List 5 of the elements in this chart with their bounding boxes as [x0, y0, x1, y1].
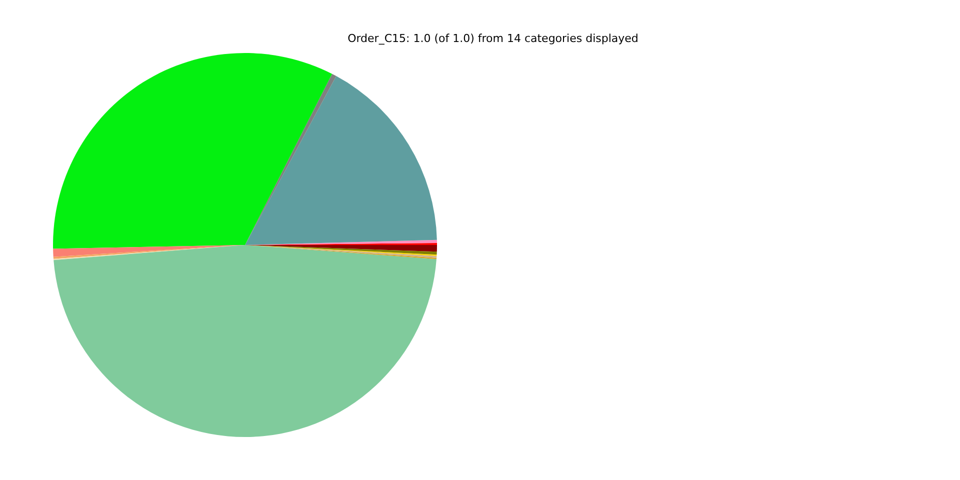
- pie-slice: [53, 53, 332, 249]
- pie-slice: [245, 76, 437, 245]
- text: Order_C15: 1.0 (of 1.0) from 14 categories displayed: [346, 32, 640, 45]
- pie-slice: [245, 74, 336, 245]
- pie-slice: [54, 245, 436, 437]
